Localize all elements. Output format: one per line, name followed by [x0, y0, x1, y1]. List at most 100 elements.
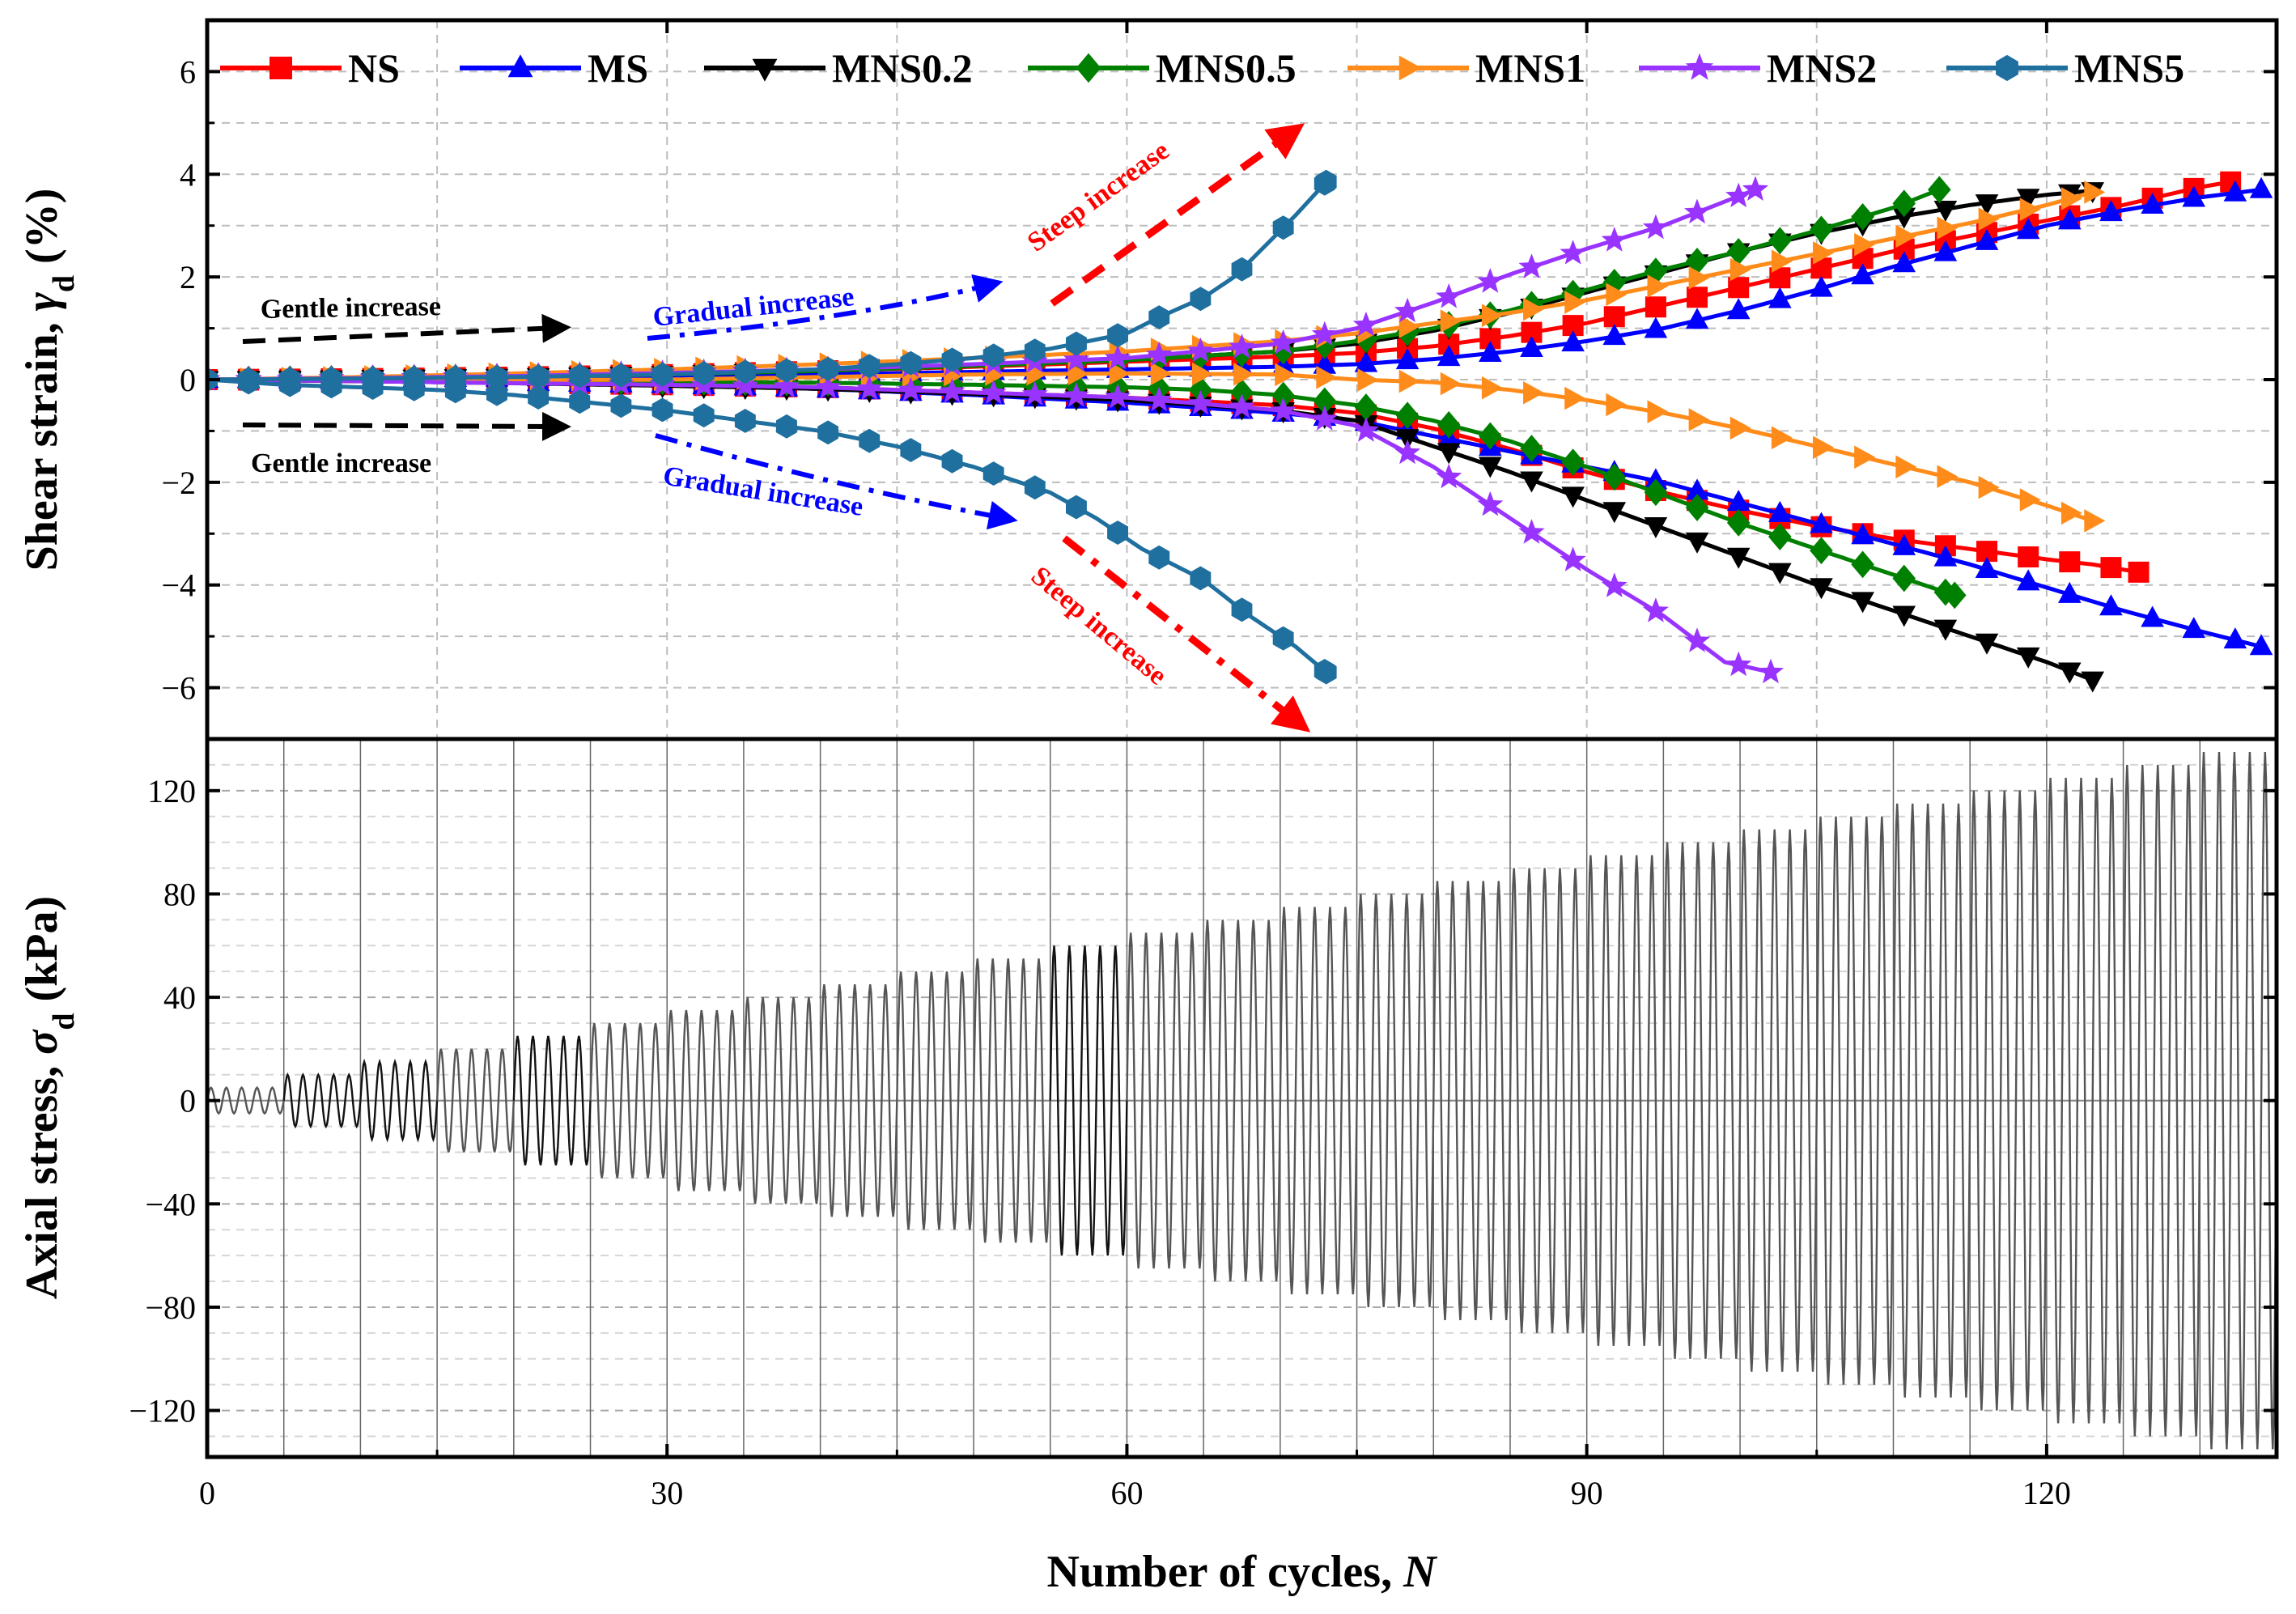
series-marker: [1687, 287, 1708, 308]
series-marker: [1562, 315, 1584, 337]
x-tick-label: 90: [1571, 1475, 1603, 1511]
series-marker: [1726, 298, 1751, 320]
series-marker: [1564, 386, 1586, 410]
stress-stage: [666, 1009, 745, 1191]
legend-label: MNS5: [2074, 45, 2184, 91]
series-marker: [1768, 563, 1792, 584]
series-marker: [1109, 362, 1131, 385]
series-marker: [1647, 400, 1669, 423]
series-marker: [1975, 228, 1999, 250]
series-marker: [1928, 176, 1951, 204]
series-marker: [2058, 208, 2082, 230]
bottom-panel-frame: [205, 737, 2279, 1459]
series-marker: [1436, 283, 1462, 308]
series-marker: [1726, 237, 1751, 265]
bottom-y-tick-label: 120: [147, 773, 196, 809]
series-marker: [1810, 578, 1833, 600]
series-marker: [859, 428, 881, 453]
series-marker: [1810, 257, 1832, 279]
series-marker: [1769, 267, 1791, 289]
stress-stage: [2045, 777, 2124, 1424]
series-marker: [1810, 215, 1833, 244]
series-marker: [1851, 263, 1874, 285]
series-marker: [1518, 519, 1545, 544]
stress-stage: [1049, 945, 1128, 1256]
series-marker: [1976, 541, 1998, 563]
series-marker: [1937, 465, 1959, 489]
series-marker: [1757, 658, 1784, 684]
legend-swatch-marker: [1076, 53, 1101, 83]
series-marker: [2099, 594, 2123, 616]
bottom-y-tick-label: −120: [129, 1393, 196, 1429]
series-line-lower: [207, 377, 1328, 674]
stress-stage: [896, 971, 975, 1230]
series-marker: [1768, 227, 1792, 255]
shear-strain-series: [207, 169, 2273, 693]
series-marker: [2016, 189, 2040, 210]
series-marker: [1685, 494, 1709, 521]
stress-stage: [972, 958, 1051, 1243]
series-marker: [1437, 345, 1461, 367]
series-marker: [1354, 350, 1378, 372]
series-marker: [815, 373, 842, 399]
series-marker: [1688, 265, 1710, 290]
series-marker: [238, 370, 260, 395]
series-marker: [900, 438, 922, 462]
series-marker: [2249, 176, 2273, 198]
legend-swatch-marker: [1398, 55, 1422, 81]
series-marker: [1560, 240, 1586, 265]
series-marker: [528, 385, 550, 410]
legend-item-mns5: MNS5: [1946, 45, 2184, 91]
stress-stage: [589, 1022, 668, 1179]
top-y-axis-title: Shear strain, γd (%): [17, 189, 81, 571]
series-marker: [1479, 328, 1501, 350]
series-marker: [2060, 187, 2082, 210]
series-marker: [2141, 193, 2164, 214]
series-marker: [1975, 557, 1999, 579]
series-marker: [1685, 308, 1709, 329]
series-marker: [528, 364, 550, 389]
bottom-y-axis-title: Axial stress, σd (kPa): [17, 896, 81, 1299]
series-marker: [1561, 448, 1585, 477]
series-marker: [1479, 422, 1502, 450]
series-marker: [1190, 287, 1212, 312]
legend-item-mns0-2: MNS0.2: [704, 45, 973, 91]
series-marker: [982, 461, 1004, 486]
series-marker: [734, 409, 756, 433]
series-marker: [1685, 532, 1709, 554]
series-marker: [1352, 311, 1379, 337]
series-marker: [486, 381, 507, 406]
series-marker: [817, 356, 838, 381]
series-marker: [1395, 401, 1420, 430]
series-marker: [1394, 297, 1421, 323]
top-y-tick-label: 2: [180, 259, 196, 295]
legend-item-ms: MS: [460, 45, 648, 91]
series-marker: [773, 372, 800, 398]
legend-label: MS: [588, 45, 648, 91]
series-marker: [2081, 671, 2105, 693]
gentle-lower-arrow: [242, 411, 571, 441]
series-marker: [1315, 169, 1337, 194]
stress-stage: [1738, 829, 1818, 1372]
series-marker: [2058, 581, 2082, 603]
series-marker: [859, 354, 881, 379]
series-marker: [1768, 523, 1792, 550]
series-marker: [1564, 291, 1586, 314]
series-marker: [1933, 619, 1958, 641]
series-marker: [1726, 547, 1751, 569]
bottom-y-tick-label: 40: [163, 979, 196, 1016]
series-marker: [1768, 500, 1792, 522]
series-marker: [1398, 315, 1420, 338]
series-marker: [1520, 335, 1543, 357]
series-marker: [1105, 383, 1131, 409]
series-marker: [2018, 546, 2039, 567]
stress-stage: [1432, 881, 1512, 1320]
series-marker: [1771, 249, 1793, 274]
series-marker: [1606, 282, 1628, 307]
series-marker: [1975, 194, 1999, 216]
series-marker: [1684, 198, 1711, 224]
annotation-gentle-upper: Gentle increase: [260, 291, 441, 325]
series-line-lower: [207, 377, 1772, 674]
stress-stage: [282, 1072, 362, 1129]
series-marker: [693, 361, 715, 386]
